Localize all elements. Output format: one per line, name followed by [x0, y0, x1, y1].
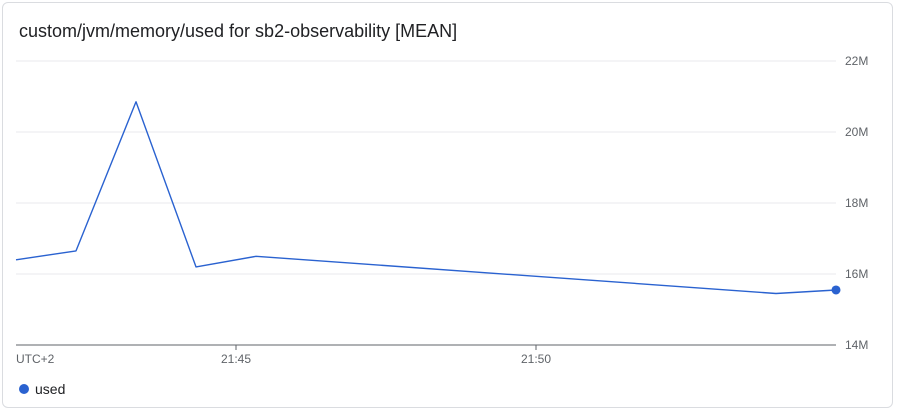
- series-last-point: [831, 285, 841, 295]
- series-point: [15, 258, 18, 261]
- legend-marker-used: [19, 384, 29, 394]
- chart-title: custom/jvm/memory/used for sb2-observabi…: [19, 21, 458, 41]
- x-tick-label: 21:50: [521, 352, 551, 366]
- series-point: [75, 249, 78, 252]
- series-point: [775, 292, 778, 295]
- x-tick-label: 21:45: [221, 352, 251, 366]
- y-tick-label: 14M: [845, 338, 868, 352]
- timezone-label: UTC+2: [16, 352, 55, 366]
- series-line-used: [15, 101, 837, 295]
- series-point: [195, 265, 198, 268]
- chart-legend[interactable]: used: [19, 380, 65, 398]
- series-point: [255, 255, 258, 258]
- series-point: [135, 100, 138, 103]
- y-tick-label: 18M: [845, 196, 868, 210]
- chart-card: custom/jvm/memory/used for sb2-observabi…: [2, 2, 893, 408]
- y-tick-label: 20M: [845, 125, 868, 139]
- y-tick-label: 22M: [845, 54, 868, 68]
- legend-label-used: used: [35, 381, 66, 397]
- y-tick-label: 16M: [845, 267, 868, 281]
